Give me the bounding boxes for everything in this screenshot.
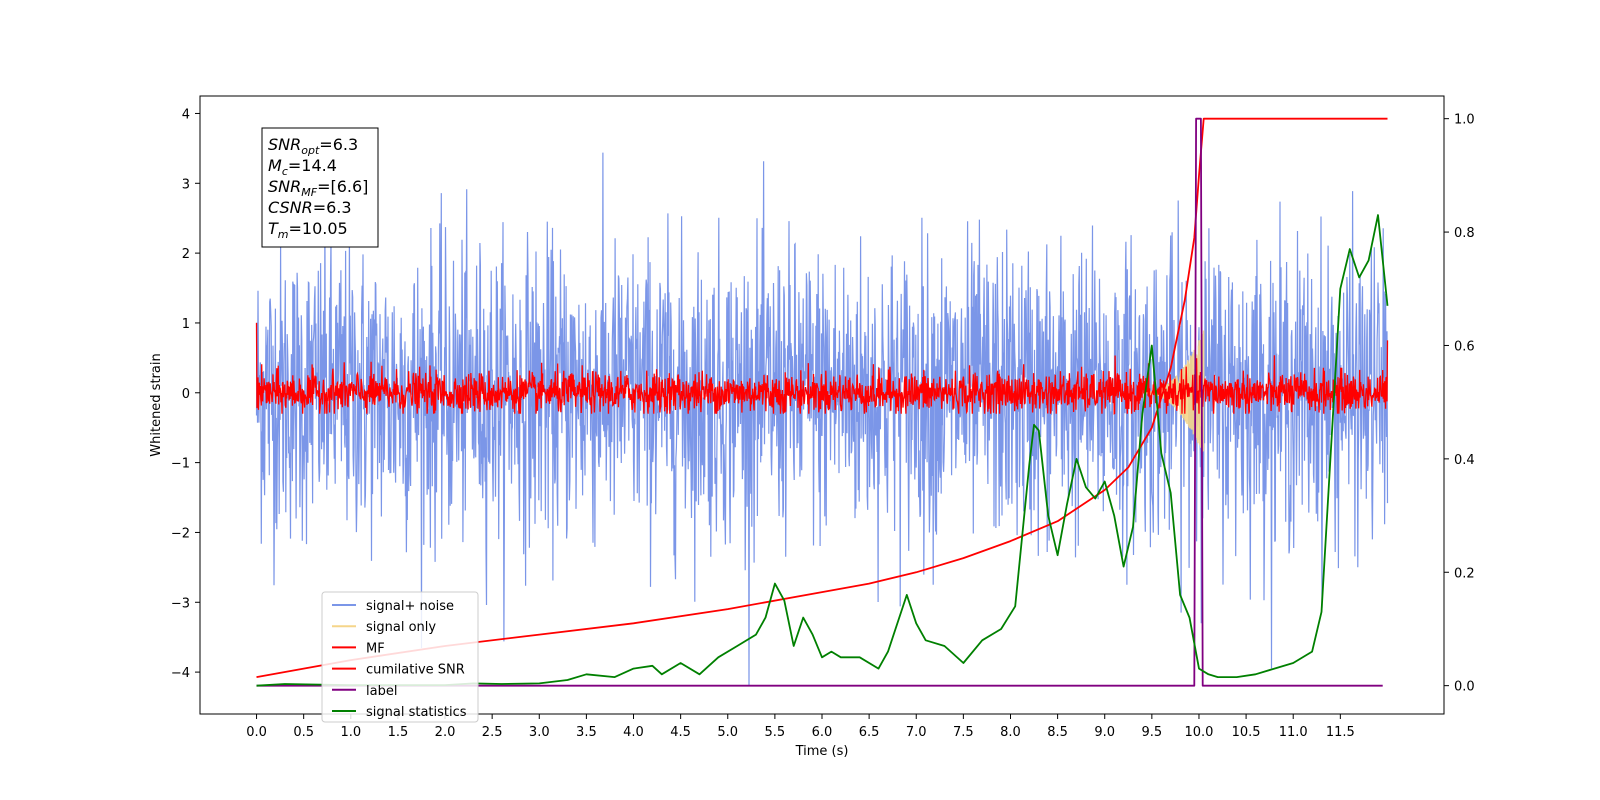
series-mf [255,322,1389,415]
series-signal-noise [255,152,1389,687]
x-tick-label: 10.5 [1232,725,1261,740]
info-line-subscript: MF [301,186,317,199]
x-tick-label: 8.0 [1000,725,1021,740]
y-tick-left-label: −3 [171,596,190,611]
info-line: Mc=14.4 [268,156,337,178]
y-tick-left-label: −4 [171,666,190,681]
x-tick-label: 0.0 [246,725,267,740]
y-tick-right-label: 0.0 [1454,680,1475,695]
x-tick-label: 1.0 [340,725,361,740]
x-tick-label: 0.5 [293,725,314,740]
legend-entry-label: signal only [366,620,436,635]
info-line-symbol: SNR [268,177,301,196]
info-line-value: =14.4 [288,156,337,175]
info-line-value: =6.3 [313,198,352,217]
info-line-symbol: M [268,156,282,175]
info-box: SNRopt=6.3Mc=14.4SNRMF=[6.6]CSNR=6.3Tm=1… [261,127,379,248]
x-axis-label: Time (s) [795,744,849,759]
info-box-frame [261,127,379,248]
x-tick-label: 7.0 [906,725,927,740]
info-line-value: =[6.6] [317,177,368,196]
y-axis-label: Whitened strain [149,353,164,456]
x-tick-label: 10.0 [1184,725,1213,740]
x-tick-label: 9.5 [1142,725,1163,740]
legend-entry-label: signal statistics [366,705,467,720]
info-line-value: =6.3 [319,135,358,154]
info-line-subscript: opt [301,144,320,157]
x-tick-label: 5.0 [717,725,738,740]
series-label [256,117,1383,687]
info-line: CSNR=6.3 [268,198,352,217]
legend-entry-label: signal+ noise [366,599,454,614]
info-line-symbol: T [268,219,279,238]
legend: signal+ noise signal only MF cumilative SNR… [321,591,479,723]
info-line: SNRopt=6.3 [268,135,358,157]
info-line-symbol: CSNR [268,198,313,217]
info-line-symbol: SNR [268,135,301,154]
y-tick-right-label: 0.2 [1454,566,1475,581]
x-tick-label: 4.0 [623,725,644,740]
x-tick-label: 2.5 [482,725,503,740]
y-tick-left-label: 1 [182,317,190,332]
info-line-subscript: c [282,165,288,178]
y-tick-left-label: −2 [171,526,190,541]
series-signal-statistics [256,214,1389,687]
x-tick-label: 1.5 [388,725,409,740]
legend-entry-label: MF [366,641,385,656]
x-tick-label: 2.0 [435,725,456,740]
y-tick-left-label: −1 [171,457,190,472]
x-tick-label: 5.5 [765,725,786,740]
y-tick-right-label: 1.0 [1454,113,1475,128]
y-ticks-right: 1.0 0.8 0.6 0.4 0.2 0.0 [1444,113,1475,695]
x-tick-label: 6.5 [859,725,880,740]
legend-entry-label: cumilative SNR [366,663,465,678]
series-layer [255,117,1389,687]
info-line: SNRMF=[6.6] [268,177,368,199]
y-tick-right-label: 0.6 [1454,339,1475,354]
legend-frame [321,591,479,723]
y-ticks-left: 4 3 2 1 0 −1 −2 −3 −4 [171,107,200,681]
y-tick-right-label: 0.4 [1454,453,1475,468]
y-tick-left-label: 3 [182,177,190,192]
info-line-value: =10.05 [289,219,348,238]
x-tick-label: 11.5 [1326,725,1355,740]
x-tick-label: 11.0 [1279,725,1308,740]
y-tick-right-label: 0.8 [1454,226,1475,241]
y-tick-left-label: 2 [182,247,190,262]
x-tick-label: 8.5 [1047,725,1068,740]
info-line-subscript: m [278,228,289,241]
x-tick-label: 4.5 [670,725,691,740]
x-tick-label: 3.5 [576,725,597,740]
x-tick-label: 3.0 [529,725,550,740]
info-line: Tm=10.05 [268,219,348,241]
y-tick-left-label: 4 [182,107,190,122]
x-tick-label: 9.0 [1094,725,1115,740]
y-tick-left-label: 0 [182,387,190,402]
legend-entry-label: label [366,684,397,699]
x-tick-label: 7.5 [953,725,974,740]
x-tick-label: 6.0 [812,725,833,740]
x-ticks: 0.0 0.5 1.0 1.5 2.0 2.5 3.0 3.5 4.0 4.5 5.0 5.5 6.0 6… [246,714,1355,740]
